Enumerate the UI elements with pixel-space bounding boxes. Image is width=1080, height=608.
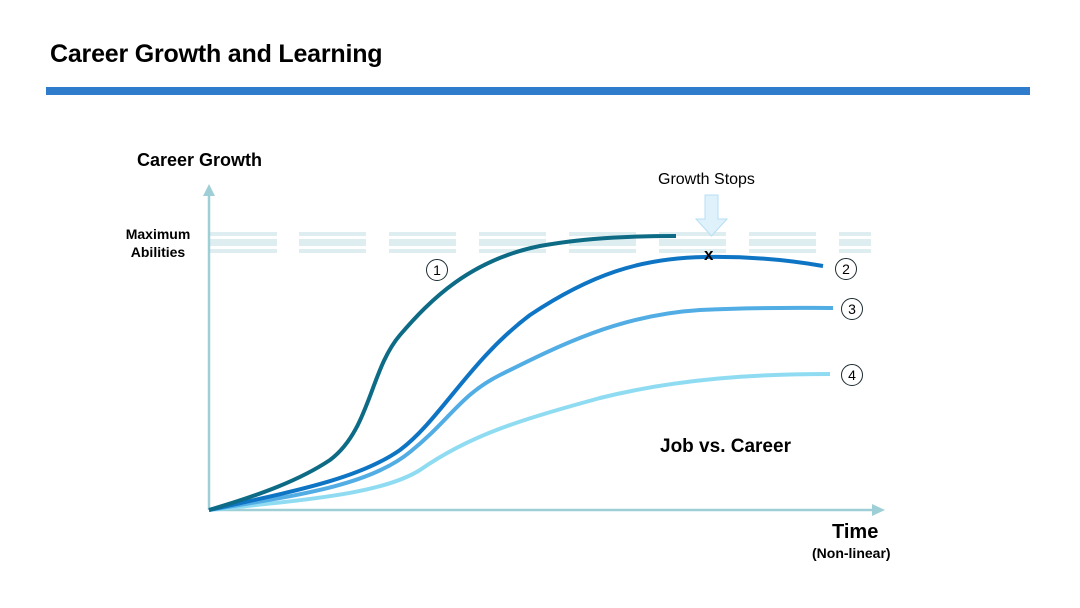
x-axis-label: Time (832, 521, 879, 543)
curve-4-marker: 4 (841, 364, 863, 386)
x-axis-arrow-icon (872, 504, 885, 516)
y-axis-label: Career Growth (137, 150, 263, 170)
maximum-abilities-band (210, 232, 871, 253)
x-axis-sublabel: (Non-linear) (812, 545, 891, 561)
job-vs-career-label: Job vs. Career (660, 436, 791, 457)
maximum-abilities-label: Maximum Abilities (110, 225, 206, 261)
maximum-abilities-line-2: Abilities (130, 244, 186, 260)
curve-1-marker: 1 (426, 259, 448, 281)
curve-3-marker: 3 (841, 298, 863, 320)
growth-stops-callout: Growth Stops (658, 171, 755, 188)
y-axis-arrow-icon (203, 184, 215, 196)
curve-3 (208, 305, 834, 512)
curve-1 (208, 234, 677, 512)
down-arrow-icon (694, 194, 729, 237)
page-title: Career Growth and Learning (50, 40, 383, 68)
curve-2 (208, 254, 824, 512)
growth-stop-x-marker: x (704, 245, 714, 264)
curve-4 (208, 372, 831, 512)
curve-2-marker: 2 (835, 258, 857, 280)
title-divider (46, 87, 1030, 95)
maximum-abilities-line-1: Maximum (125, 226, 191, 242)
